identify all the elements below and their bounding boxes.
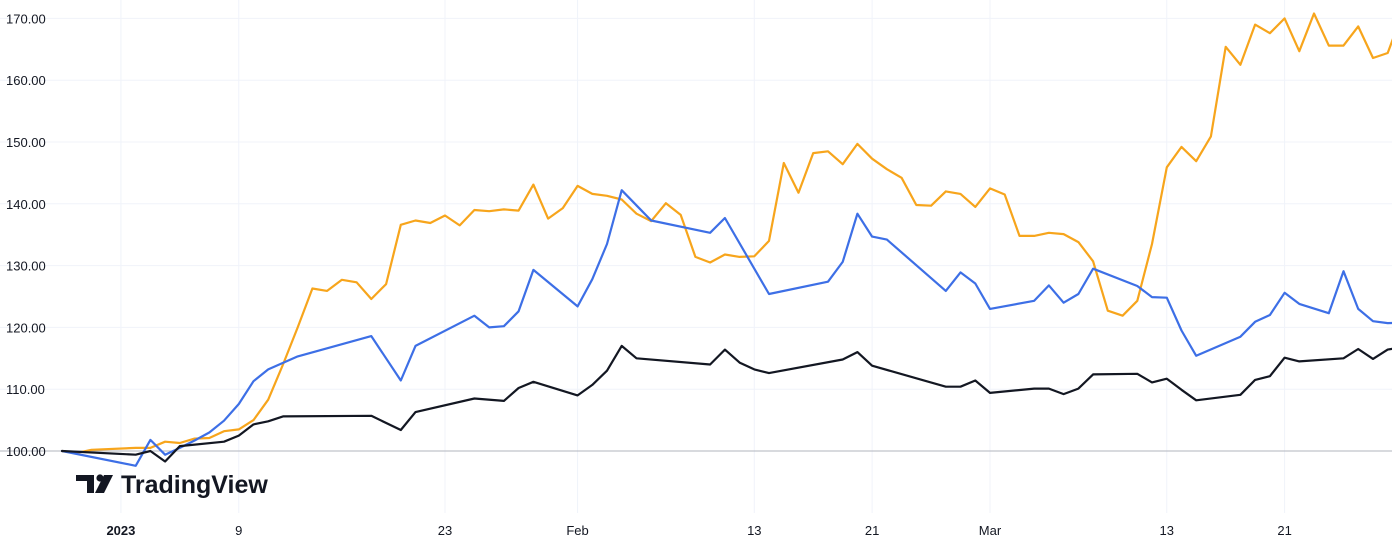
series-line-2 <box>60 189 1392 467</box>
grid <box>0 0 1392 513</box>
x-axis-tick-labels: 2023 9 23 Feb 13 21 Mar 13 21 <box>106 523 1291 538</box>
series-lines <box>60 12 1392 467</box>
series-line-3 <box>60 344 1392 463</box>
x-tick-label: 21 <box>865 523 879 538</box>
y-tick-label: 130.00 <box>6 259 46 274</box>
x-tick-label: Mar <box>979 523 1002 538</box>
y-tick-label: 160.00 <box>6 73 46 88</box>
y-tick-label: 140.00 <box>6 197 46 212</box>
y-axis-tick-labels: 100.00 110.00 120.00 130.00 140.00 150.00 160.… <box>6 11 46 459</box>
x-tick-label: 21 <box>1277 523 1291 538</box>
x-tick-label: Feb <box>566 523 588 538</box>
y-tick-label: 100.00 <box>6 444 46 459</box>
x-tick-label: 23 <box>438 523 452 538</box>
series-line-1 <box>60 12 1392 454</box>
x-tick-label: 2023 <box>106 523 135 538</box>
x-tick-label: 13 <box>747 523 761 538</box>
x-tick-label: 9 <box>235 523 242 538</box>
y-tick-label: 150.00 <box>6 135 46 150</box>
y-tick-label: 170.00 <box>6 11 46 26</box>
y-tick-label: 120.00 <box>6 320 46 335</box>
tradingview-wordmark: TradingView <box>121 471 268 499</box>
y-tick-label: 110.00 <box>6 382 45 397</box>
x-tick-label: 13 <box>1160 523 1174 538</box>
tradingview-logo-icon <box>76 474 113 493</box>
tradingview-watermark: TradingView <box>76 471 268 499</box>
